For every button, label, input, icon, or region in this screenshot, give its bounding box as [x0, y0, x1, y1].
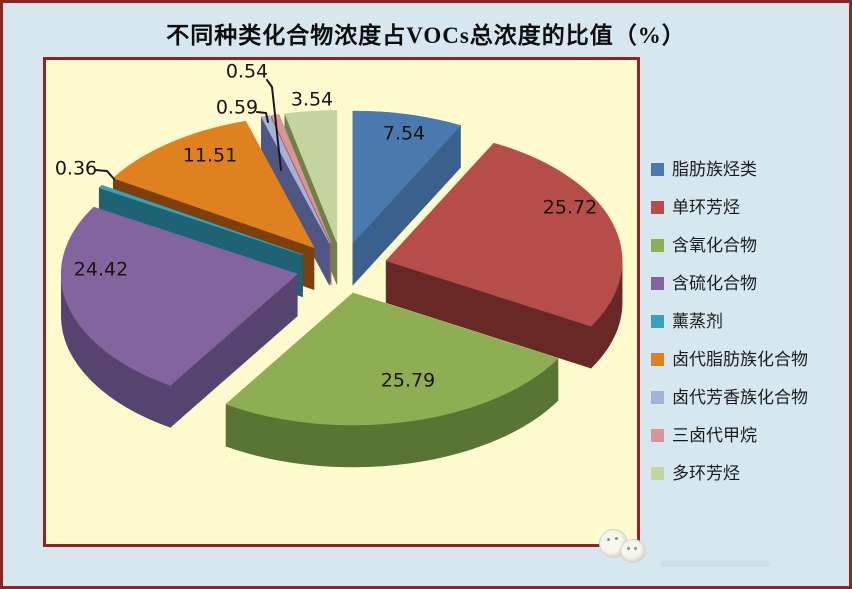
legend-item-label: 单环芳烃 [672, 197, 740, 217]
legend-item-label: 卤代芳香族化合物 [672, 387, 808, 407]
pie-slice-top [60, 206, 298, 386]
legend-swatch-icon [651, 162, 664, 176]
legend-swatch-icon [651, 276, 664, 290]
pie-slice-0[interactable] [352, 110, 462, 286]
legend-item-4[interactable]: 薰蒸剂 [651, 302, 849, 340]
pie-slice-1[interactable] [385, 142, 623, 369]
pie-slice-top [112, 120, 315, 249]
legend-item-label: 薰蒸剂 [672, 311, 723, 331]
legend-swatch-icon [651, 238, 664, 252]
legend-swatch-icon [651, 352, 664, 366]
legend-swatch-icon [651, 390, 664, 404]
pie-slice-top [352, 110, 462, 244]
legend-item-8[interactable]: 多环芳烃 [651, 454, 849, 492]
pie-slice-3[interactable] [60, 206, 298, 428]
watermark-text-smear [660, 560, 770, 567]
legend-swatch-icon [651, 466, 664, 480]
legend-swatch-icon [651, 200, 664, 214]
legend-item-6[interactable]: 卤代芳香族化合物 [651, 378, 849, 416]
pie-slice-top [284, 110, 338, 243]
pie-slice-top [385, 142, 623, 327]
legend-item-2[interactable]: 含氧化合物 [651, 226, 849, 264]
legend-item-7[interactable]: 三卤代甲烷 [651, 416, 849, 454]
chart-title: 不同种类化合物浓度占VOCs总浓度的比值（%） [166, 23, 686, 48]
pie-slice-top [98, 184, 303, 255]
legend-item-label: 多环芳烃 [672, 463, 740, 483]
legend: 脂肪族烃类单环芳烃含氧化合物含硫化合物薰蒸剂卤代脂肪族化合物 卤代芳香族化合物 三卤… [651, 150, 849, 492]
legend-swatch-icon [651, 428, 664, 442]
pie-slice-top [225, 292, 559, 426]
legend-item-3[interactable]: 含硫化合物 [651, 264, 849, 302]
legend-item-label: 脂肪族烃类 [672, 159, 757, 179]
pie-slice-2[interactable] [225, 292, 559, 468]
legend-swatch-icon [651, 314, 664, 328]
legend-item-label: 含氧化合物 [672, 235, 757, 255]
legend-item-0[interactable]: 脂肪族烃类 [651, 150, 849, 188]
legend-item-label: 卤代脂肪族化合物 [672, 349, 808, 369]
legend-item-5[interactable]: 卤代脂肪族化合物 [651, 340, 849, 378]
legend-item-label: 含硫化合物 [672, 273, 757, 293]
legend-item-1[interactable]: 单环芳烃 [651, 188, 849, 226]
legend-item-label: 三卤代甲烷 [672, 425, 757, 445]
